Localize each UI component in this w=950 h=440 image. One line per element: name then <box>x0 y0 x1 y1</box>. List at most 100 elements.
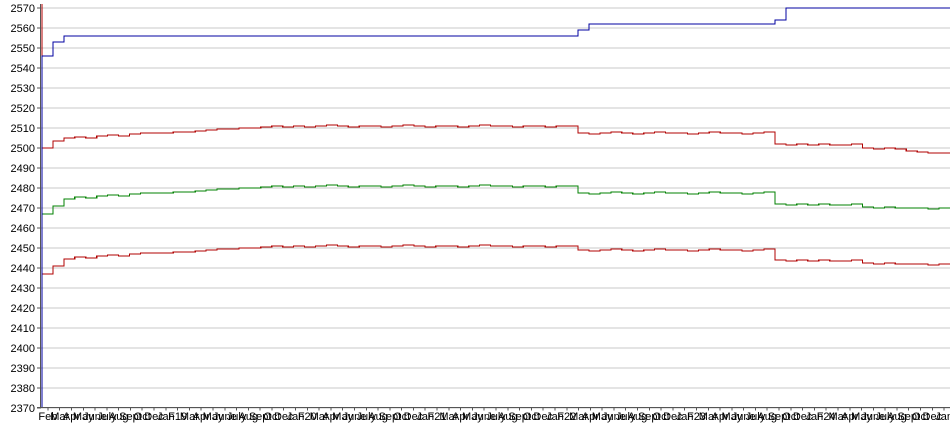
y-tick-label: 2560 <box>11 23 35 35</box>
x-tick-label: July <box>616 411 636 423</box>
series-navy-step-line <box>41 7 950 408</box>
x-tick-label: Apr <box>452 411 469 423</box>
x-tick-label: June <box>472 411 496 423</box>
x-tick-label: F21 <box>428 411 447 423</box>
y-axis-labels: 2370 2380 2390 2400 2410 2420 2430 2440 2450 2460… <box>11 3 35 415</box>
y-tick-label: 2500 <box>11 143 35 155</box>
x-tick-label: Sept <box>638 411 661 423</box>
x-tick-label: Mar <box>310 411 329 423</box>
y-tick-label: 2370 <box>11 403 35 415</box>
y-tick-label: 2550 <box>11 43 35 55</box>
x-tick-label: May <box>721 411 742 423</box>
y-tick-label: 2420 <box>11 303 35 315</box>
x-tick-label: Oct <box>523 411 540 423</box>
x-tick-label: F22 <box>557 411 576 423</box>
x-tick-label: Oct <box>263 411 280 423</box>
x-tick-label: Mar <box>180 411 199 423</box>
x-tick-label: July <box>875 411 895 423</box>
y-tick-label: 2470 <box>11 203 35 215</box>
y-tick-label: 2410 <box>11 323 35 335</box>
gridlines <box>37 7 950 409</box>
x-tick-label: May <box>332 411 353 423</box>
y-tick-label: 2390 <box>11 363 35 375</box>
x-tick-label: Apr <box>711 411 728 423</box>
x-tick-label: Dec <box>144 411 164 423</box>
x-tick-label: Jan <box>546 411 564 423</box>
x-tick-label: Dec <box>274 411 294 423</box>
x-tick-label: Apr <box>322 411 339 423</box>
x-tick-label: July <box>486 411 506 423</box>
x-tick-label: Oct <box>393 411 410 423</box>
x-tick-label: Oct <box>912 411 929 423</box>
x-tick-label: Jan <box>287 411 305 423</box>
x-tick-label: Jan <box>806 411 824 423</box>
x-tick-label: May <box>73 411 94 423</box>
y-tick-label: 2380 <box>11 383 35 395</box>
x-tick-label: Aug <box>628 411 648 423</box>
series-green-line <box>41 158 950 215</box>
x-tick-label: May <box>592 411 613 423</box>
x-tick-label: Sept <box>768 411 791 423</box>
x-tick-label: Mar <box>569 411 588 423</box>
y-tick-label: 2490 <box>11 163 35 175</box>
x-tick-label: Sept <box>508 411 531 423</box>
y-tick-label: 2540 <box>11 63 35 75</box>
x-tick-label: Mar <box>828 411 847 423</box>
x-tick-label: May <box>851 411 872 423</box>
x-axis-labels: FebMarAprMayJuneJulyAugSeptOctDecJanF19M… <box>38 408 950 423</box>
x-tick-label: Apr <box>193 411 210 423</box>
x-tick-label: June <box>602 411 626 423</box>
x-tick-label: Jan <box>157 411 175 423</box>
y-tick-label: 2520 <box>11 103 35 115</box>
x-tick-label: Oct <box>653 411 670 423</box>
x-tick-label: Aug <box>498 411 518 423</box>
x-tick-label: Mar <box>699 411 718 423</box>
x-tick-label: Aug <box>109 411 129 423</box>
y-tick-label: 2440 <box>11 263 35 275</box>
x-tick-label: June <box>861 411 885 423</box>
x-tick-label: Apr <box>63 411 80 423</box>
series-upper-dark-red-line <box>41 124 950 408</box>
x-tick-label: July <box>746 411 766 423</box>
x-tick-label: Dec <box>923 411 943 423</box>
x-tick-label: Sept <box>897 411 920 423</box>
x-tick-label: June <box>83 411 107 423</box>
y-tick-label: 2450 <box>11 243 35 255</box>
x-tick-label: May <box>203 411 224 423</box>
x-tick-label: Sept <box>379 411 402 423</box>
x-tick-label: Oct <box>782 411 799 423</box>
y-tick-label: 2430 <box>11 283 35 295</box>
y-tick-label: 2480 <box>11 183 35 195</box>
x-tick-label: Aug <box>887 411 907 423</box>
x-tick-label: Mar <box>439 411 458 423</box>
x-tick-label: Aug <box>239 411 259 423</box>
x-tick-label: June <box>732 411 756 423</box>
x-tick-label: May <box>462 411 483 423</box>
axes <box>37 4 950 408</box>
y-tick-label: 2570 <box>11 3 35 15</box>
x-tick-label: July <box>97 411 117 423</box>
x-tick-label: Mar <box>50 411 69 423</box>
series-lower-dark-red-line <box>41 4 950 275</box>
x-tick-label: Dec <box>793 411 813 423</box>
x-tick-label: Aug <box>368 411 388 423</box>
x-tick-label: Feb <box>38 411 57 423</box>
x-tick-label: F20 <box>298 411 317 423</box>
y-tick-label: 2510 <box>11 123 35 135</box>
x-tick-label: Jan <box>935 411 950 423</box>
x-tick-label: Dec <box>533 411 553 423</box>
x-tick-label: July <box>357 411 377 423</box>
x-tick-label: June <box>213 411 237 423</box>
y-tick-label: 2400 <box>11 343 35 355</box>
y-tick-label: 2530 <box>11 83 35 95</box>
x-tick-label: F24 <box>817 411 836 423</box>
x-tick-label: Jan <box>676 411 694 423</box>
x-tick-label: Oct <box>134 411 151 423</box>
x-tick-label: Dec <box>663 411 683 423</box>
x-tick-label: Apr <box>582 411 599 423</box>
x-tick-label: June <box>343 411 367 423</box>
x-tick-label: Apr <box>841 411 858 423</box>
x-tick-label: Dec <box>404 411 424 423</box>
